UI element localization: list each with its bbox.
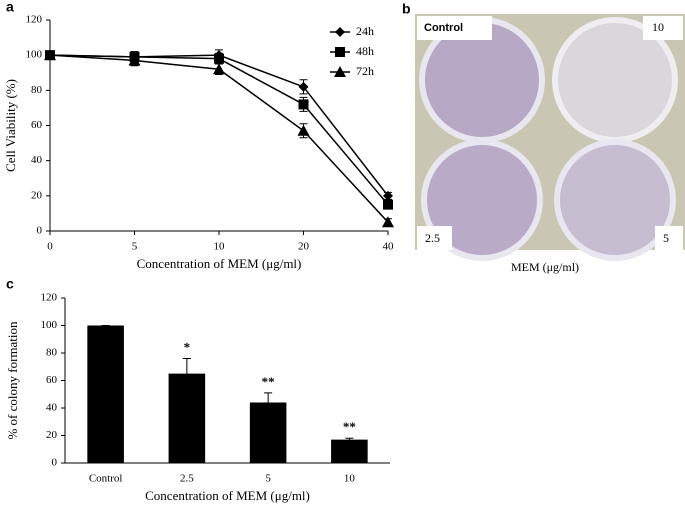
photo-panel: Control 10 2.5 5 b MEM (μg/ml): [402, 1, 685, 274]
label-box: [643, 16, 683, 40]
significance-label: **: [343, 419, 356, 434]
x-tick-label: 5: [265, 473, 271, 485]
x-tick-label: 10: [214, 241, 226, 253]
marker: [298, 81, 309, 92]
y-tick-label: 40: [46, 402, 58, 414]
significance-label: *: [184, 339, 191, 354]
marker: [298, 99, 309, 110]
y-tick-label: 40: [31, 154, 43, 166]
label-box: [417, 16, 492, 40]
legend-label: 72h: [356, 64, 374, 78]
y-tick-label: 100: [26, 49, 43, 61]
line: [49, 54, 389, 223]
bar: [87, 325, 124, 463]
well-label: 5: [663, 231, 669, 245]
x-tick-label: 5: [132, 241, 138, 253]
marker: [128, 54, 141, 66]
significance-label: **: [262, 374, 275, 389]
x-axis-label: Concentration of MEM (μg/ml): [145, 488, 310, 503]
marker: [213, 63, 225, 75]
x-axis-label: Concentration of MEM (μg/ml): [137, 256, 302, 271]
error-bar: [182, 358, 191, 390]
y-tick-label: 60: [31, 119, 43, 131]
x-tick-label: 2.5: [180, 473, 194, 485]
panel-label: b: [402, 1, 411, 17]
well: [421, 139, 543, 261]
legend-label: 24h: [356, 24, 374, 38]
y-tick-label: 20: [31, 189, 43, 201]
legend-marker: [334, 66, 346, 77]
y-tick-label: 100: [41, 319, 58, 331]
y-axis-label: Cell Viability (%): [3, 79, 18, 172]
panel-label: a: [6, 0, 14, 15]
x-tick-label: 40: [383, 241, 395, 253]
x-axis-label: MEM (μg/ml): [511, 260, 579, 274]
y-tick-label: 60: [46, 374, 58, 386]
x-tick-label: 10: [344, 473, 356, 485]
y-tick-label: 120: [26, 14, 43, 26]
marker: [214, 53, 224, 64]
marker: [383, 190, 393, 201]
label-box: [417, 226, 452, 250]
error-bar: [264, 392, 273, 413]
x-tick-label: 0: [47, 241, 53, 253]
well-label: 10: [652, 20, 664, 34]
y-tick-label: 0: [37, 225, 43, 237]
legend-marker: [335, 47, 345, 57]
well-label: 2.5: [425, 231, 440, 245]
legend-marker: [335, 27, 345, 37]
marker: [297, 124, 310, 136]
bar: [331, 439, 368, 463]
marker: [44, 49, 56, 61]
marker: [383, 199, 393, 210]
x-tick-label: Control: [89, 473, 123, 485]
y-tick-label: 20: [46, 429, 58, 441]
y-tick-label: 0: [52, 457, 58, 469]
y-tick-label: 80: [31, 84, 43, 96]
y-tick-label: 80: [46, 347, 58, 359]
marker: [382, 216, 394, 228]
well: [554, 139, 676, 261]
panel-label: c: [6, 276, 14, 292]
well-label: Control: [424, 22, 463, 34]
y-tick-label: 120: [41, 292, 58, 304]
label-box: [655, 226, 683, 250]
legend-label: 48h: [356, 44, 374, 58]
y-axis-label: % of colony formation: [5, 321, 20, 440]
error-bar: [345, 437, 354, 442]
x-tick-label: 20: [298, 241, 310, 253]
